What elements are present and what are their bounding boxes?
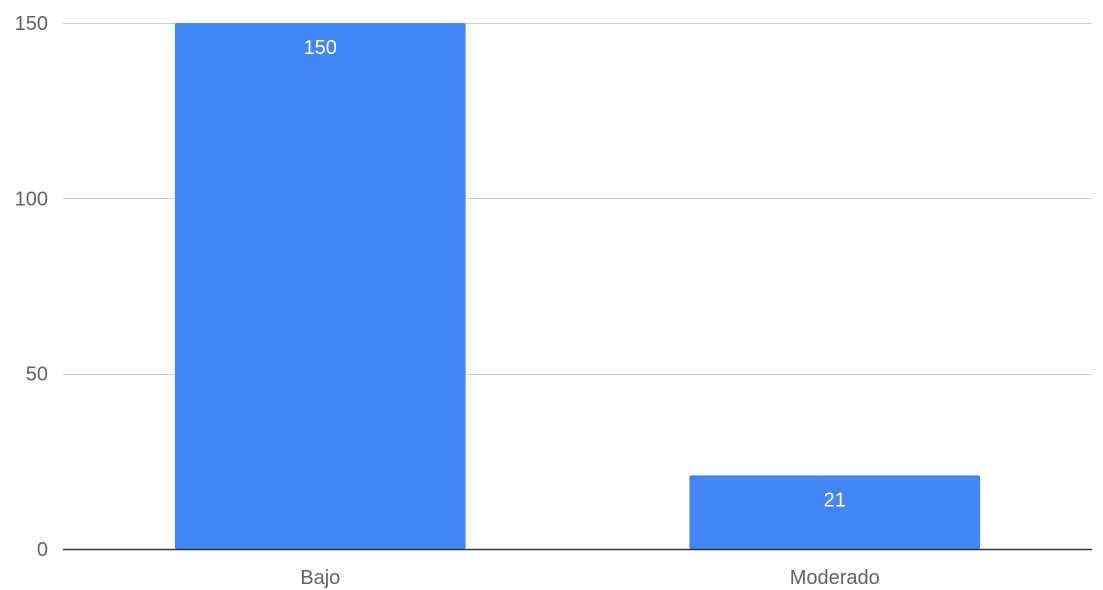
- y-tick-label: 100: [15, 188, 48, 210]
- x-tick-label: Moderado: [790, 567, 880, 589]
- bar-moderado: [689, 475, 981, 549]
- data-label-moderado: 21: [824, 489, 846, 511]
- y-tick-label: 150: [15, 13, 48, 35]
- bars: [174, 23, 981, 549]
- x-tick-label: Bajo: [300, 567, 340, 589]
- y-tick-label: 0: [37, 539, 48, 561]
- bar-bajo: [174, 23, 466, 549]
- y-tick-label: 50: [26, 364, 48, 386]
- data-label-bajo: 150: [304, 37, 337, 59]
- labels: 0 50 100 150 150 Bajo 21 Moderado: [15, 13, 880, 589]
